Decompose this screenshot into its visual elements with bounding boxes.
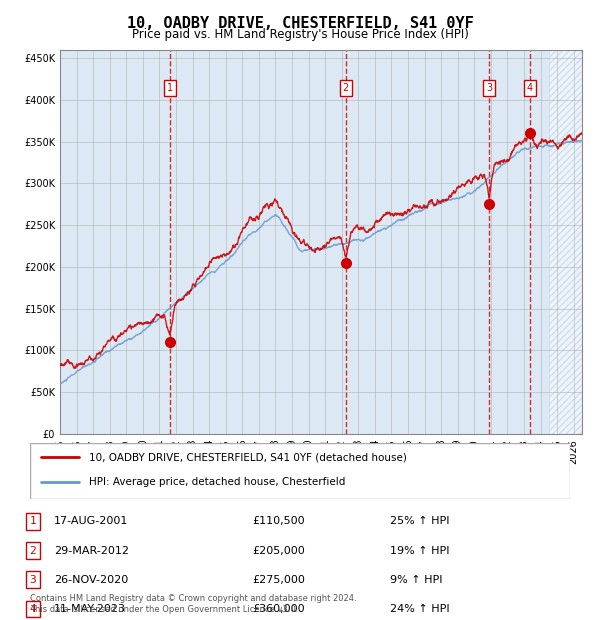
Text: 9% ↑ HPI: 9% ↑ HPI xyxy=(390,575,443,585)
Text: 17-AUG-2001: 17-AUG-2001 xyxy=(54,516,128,526)
Text: 2: 2 xyxy=(29,546,37,556)
Text: 24% ↑ HPI: 24% ↑ HPI xyxy=(390,604,449,614)
Text: Contains HM Land Registry data © Crown copyright and database right 2024.
This d: Contains HM Land Registry data © Crown c… xyxy=(30,595,356,614)
Text: 26-NOV-2020: 26-NOV-2020 xyxy=(54,575,128,585)
Text: £205,000: £205,000 xyxy=(252,546,305,556)
Text: 19% ↑ HPI: 19% ↑ HPI xyxy=(390,546,449,556)
Text: £110,500: £110,500 xyxy=(252,516,305,526)
Bar xyxy=(549,50,582,434)
Text: 10, OADBY DRIVE, CHESTERFIELD, S41 0YF (detached house): 10, OADBY DRIVE, CHESTERFIELD, S41 0YF (… xyxy=(89,452,407,463)
Text: £275,000: £275,000 xyxy=(252,575,305,585)
Text: 29-MAR-2012: 29-MAR-2012 xyxy=(54,546,129,556)
Text: 1: 1 xyxy=(29,516,37,526)
Text: 3: 3 xyxy=(486,83,492,93)
Text: 25% ↑ HPI: 25% ↑ HPI xyxy=(390,516,449,526)
Text: 1: 1 xyxy=(167,83,173,93)
Text: HPI: Average price, detached house, Chesterfield: HPI: Average price, detached house, Ches… xyxy=(89,477,346,487)
FancyBboxPatch shape xyxy=(30,443,570,499)
Text: £360,000: £360,000 xyxy=(252,604,305,614)
Text: 2: 2 xyxy=(343,83,349,93)
Text: 10, OADBY DRIVE, CHESTERFIELD, S41 0YF: 10, OADBY DRIVE, CHESTERFIELD, S41 0YF xyxy=(127,16,473,30)
Text: Price paid vs. HM Land Registry's House Price Index (HPI): Price paid vs. HM Land Registry's House … xyxy=(131,28,469,41)
Text: 11-MAY-2023: 11-MAY-2023 xyxy=(54,604,126,614)
Text: 4: 4 xyxy=(527,83,533,93)
Text: 4: 4 xyxy=(29,604,37,614)
Text: 3: 3 xyxy=(29,575,37,585)
